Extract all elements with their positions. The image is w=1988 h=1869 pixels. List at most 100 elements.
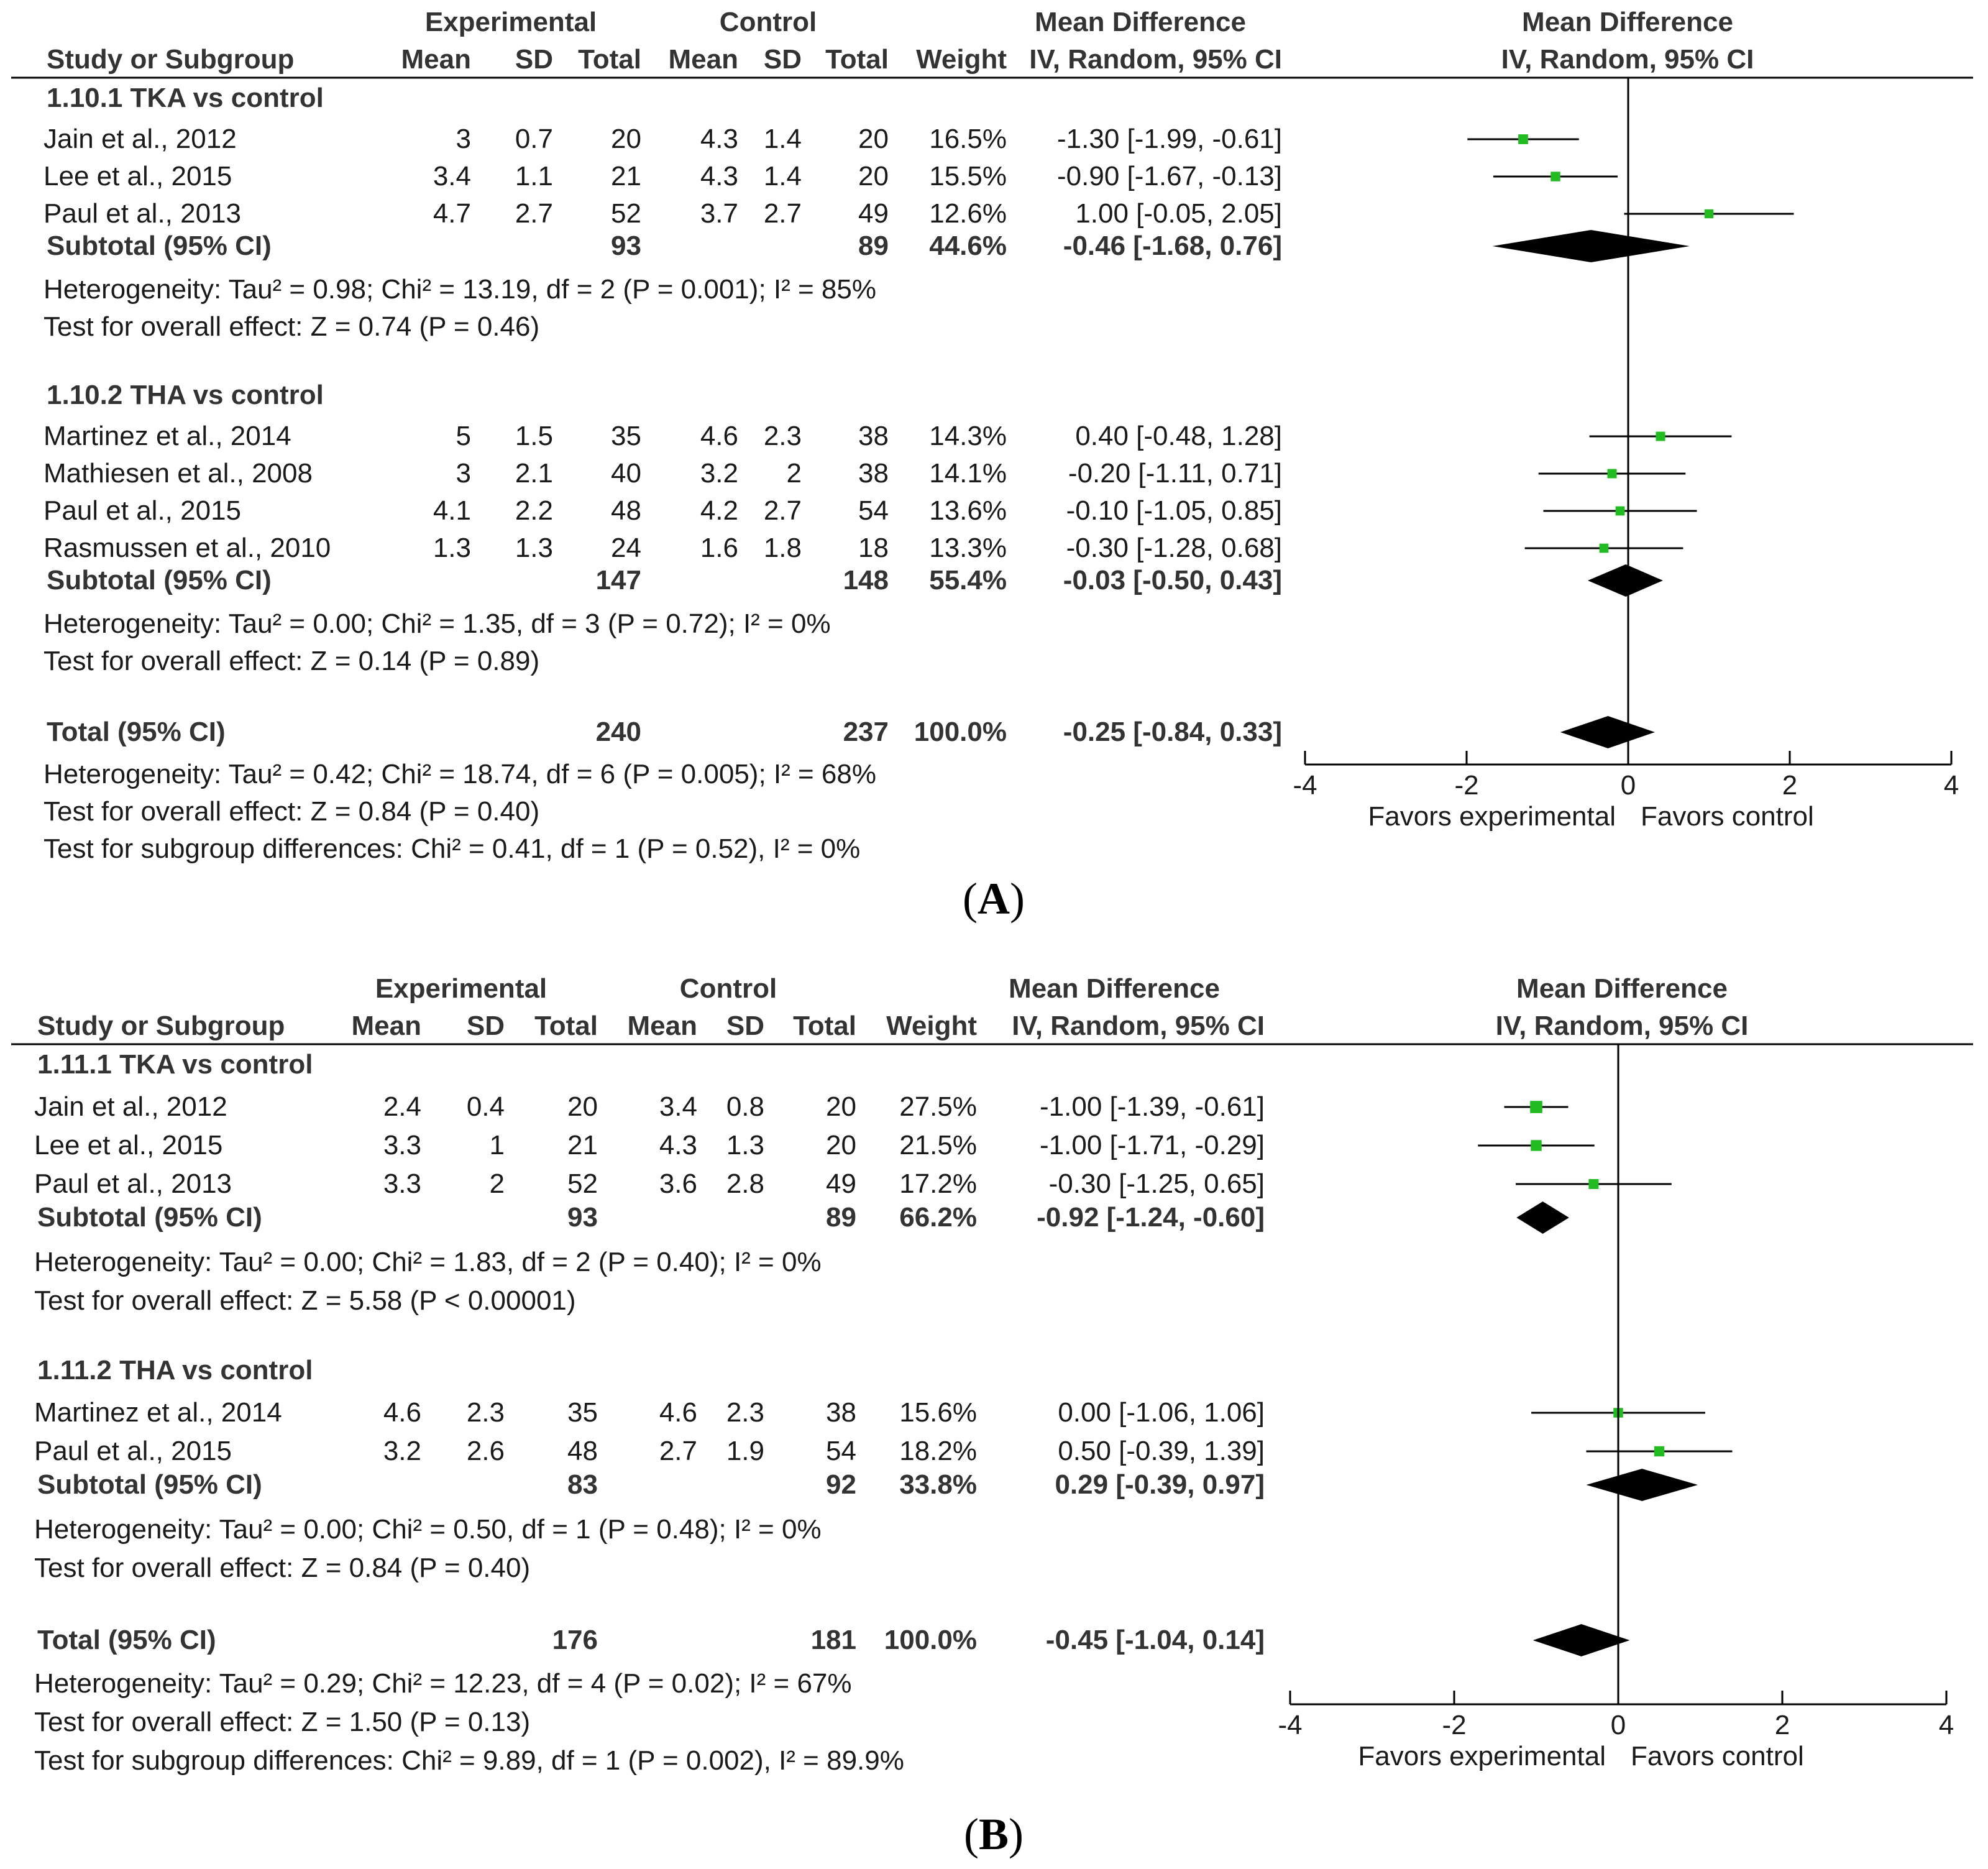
study-name: Paul et al., 2015 — [34, 1436, 232, 1466]
ctl-total: 49 — [858, 198, 889, 229]
study-name: Paul et al., 2015 — [44, 495, 241, 526]
header-control: Control — [720, 7, 817, 37]
exp-total: 35 — [611, 421, 641, 451]
exp-sd: 2.6 — [467, 1436, 505, 1466]
study-name: Lee et al., 2015 — [34, 1130, 222, 1160]
caption-letter: B — [979, 1809, 1009, 1859]
effect-marker — [1607, 469, 1617, 479]
exp-mean: 4.6 — [383, 1397, 421, 1428]
ctl-sd: 1.4 — [764, 161, 802, 191]
exp-sd: 2.3 — [467, 1397, 505, 1428]
heterogeneity-text: Heterogeneity: Tau² = 0.00; Chi² = 1.83,… — [34, 1247, 822, 1277]
effect-marker — [1704, 209, 1714, 219]
footer-text: Test for overall effect: Z = 1.50 (P = 0… — [34, 1707, 530, 1737]
mean-difference-ci: -0.25 [-0.84, 0.33] — [1063, 717, 1282, 747]
heterogeneity-text: Heterogeneity: Tau² = 0.98; Chi² = 13.19… — [44, 274, 876, 305]
study-name: Paul et al., 2013 — [44, 198, 241, 229]
summary-label: Subtotal (95% CI) — [47, 565, 272, 595]
summary-label: Total (95% CI) — [47, 717, 226, 747]
header-method: IV, Random, 95% CI — [1029, 44, 1282, 75]
header-mean-difference-plot: Mean Difference — [1522, 7, 1733, 37]
exp-total: 83 — [567, 1469, 598, 1500]
ctl-mean: 4.3 — [659, 1130, 697, 1160]
caption-paren: ) — [1010, 874, 1025, 924]
ctl-sd: 2.7 — [764, 495, 802, 526]
exp-sd: 0.4 — [467, 1091, 505, 1122]
header-weight: Weight — [886, 1011, 977, 1041]
exp-sd: 2.7 — [515, 198, 553, 229]
x-tick-label: -4 — [1278, 1710, 1302, 1740]
effect-marker — [1518, 134, 1528, 144]
exp-sd: 1.1 — [515, 161, 553, 191]
exp-mean: 3.2 — [383, 1436, 421, 1466]
study-name: Jain et al., 2012 — [34, 1091, 227, 1122]
weight: 13.3% — [929, 533, 1007, 563]
x-tick-label: -4 — [1293, 770, 1317, 801]
favors-experimental-label: Favors experimental — [1358, 1741, 1606, 1771]
favors-control-label: Favors control — [1631, 1741, 1804, 1771]
weight: 18.2% — [899, 1436, 977, 1466]
exp-mean: 3 — [456, 458, 471, 489]
mean-difference-ci: -0.46 [-1.68, 0.76] — [1063, 231, 1282, 261]
header-experimental: Experimental — [425, 7, 597, 37]
ctl-sd: 2.3 — [726, 1397, 764, 1428]
x-tick-label: 2 — [1782, 770, 1797, 801]
effect-marker — [1654, 1446, 1665, 1457]
exp-sd: 1.3 — [515, 533, 553, 563]
ctl-total: 89 — [826, 1202, 856, 1233]
weight: 21.5% — [899, 1130, 977, 1160]
exp-total: 176 — [552, 1625, 598, 1655]
study-name: Jain et al., 2012 — [44, 124, 237, 154]
footer-text: Test for subgroup differences: Chi² = 0.… — [44, 833, 860, 864]
mean-difference-ci: 0.29 [-0.39, 0.97] — [1055, 1469, 1265, 1500]
exp-mean: 1.3 — [433, 533, 471, 563]
caption-letter: A — [978, 874, 1010, 924]
exp-mean: 3.3 — [383, 1169, 421, 1199]
study-name: Lee et al., 2015 — [44, 161, 232, 191]
weight: 55.4% — [929, 565, 1007, 595]
header-method: IV, Random, 95% CI — [1012, 1011, 1265, 1041]
ctl-mean: 4.6 — [659, 1397, 697, 1428]
ctl-mean: 4.6 — [700, 421, 738, 451]
header-exp-sd: SD — [515, 44, 553, 75]
exp-total: 21 — [611, 161, 641, 191]
header-study: Study or Subgroup — [47, 44, 294, 75]
ctl-mean: 4.3 — [700, 124, 738, 154]
x-tick-label: 0 — [1611, 1710, 1626, 1740]
exp-mean: 4.7 — [433, 198, 471, 229]
exp-mean: 3 — [456, 124, 471, 154]
study-name: Paul et al., 2013 — [34, 1169, 232, 1199]
ctl-sd: 2.7 — [764, 198, 802, 229]
weight: 33.8% — [899, 1469, 977, 1500]
ctl-total: 54 — [826, 1436, 856, 1466]
ctl-total: 148 — [843, 565, 889, 595]
summary-label: Total (95% CI) — [37, 1625, 216, 1655]
ctl-total: 38 — [826, 1397, 856, 1428]
effect-marker — [1551, 172, 1560, 181]
overall-effect-text: Test for overall effect: Z = 0.84 (P = 0… — [34, 1553, 530, 1583]
header-control: Control — [680, 973, 777, 1004]
footer-text: Heterogeneity: Tau² = 0.42; Chi² = 18.74… — [44, 759, 876, 789]
exp-total: 35 — [567, 1397, 598, 1428]
exp-total: 52 — [611, 198, 641, 229]
weight: 12.6% — [929, 198, 1007, 229]
ctl-sd: 1.9 — [726, 1436, 764, 1466]
study-name: Mathiesen et al., 2008 — [44, 458, 313, 489]
caption-paren: ( — [964, 1809, 979, 1859]
mean-difference-ci: -0.90 [-1.67, -0.13] — [1057, 161, 1282, 191]
favors-experimental-label: Favors experimental — [1368, 801, 1616, 832]
exp-mean: 3.4 — [433, 161, 471, 191]
weight: 100.0% — [914, 717, 1007, 747]
header-ctl-sd: SD — [764, 44, 802, 75]
weight: 14.1% — [929, 458, 1007, 489]
mean-difference-ci: 0.40 [-0.48, 1.28] — [1075, 421, 1282, 451]
weight: 13.6% — [929, 495, 1007, 526]
weight: 66.2% — [899, 1202, 977, 1233]
caption-paren: ( — [963, 874, 978, 924]
header-mean-difference: Mean Difference — [1009, 973, 1220, 1004]
ctl-sd: 1.4 — [764, 124, 802, 154]
exp-total: 93 — [611, 231, 641, 261]
header-exp-sd: SD — [467, 1011, 505, 1041]
header-method-plot: IV, Random, 95% CI — [1501, 44, 1754, 75]
weight: 17.2% — [899, 1169, 977, 1199]
